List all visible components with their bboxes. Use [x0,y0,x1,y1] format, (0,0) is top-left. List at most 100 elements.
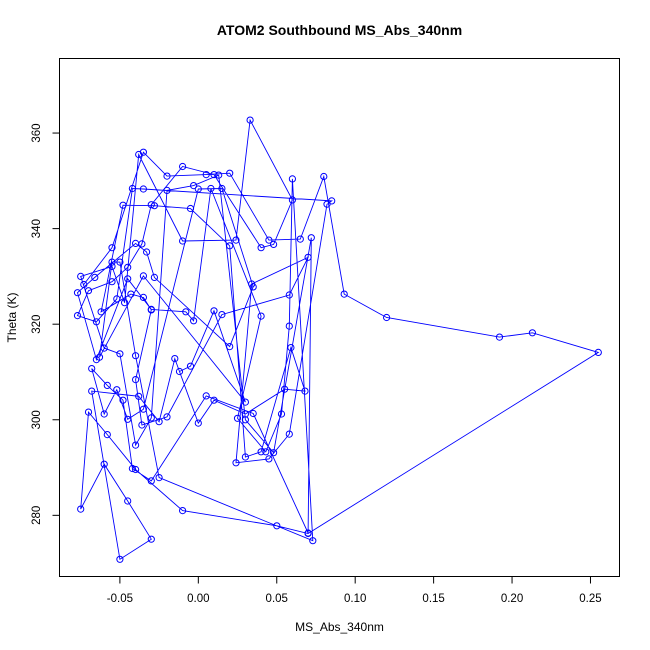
y-tick-label: 300 [31,410,43,429]
data-point [233,414,242,422]
data-point [108,278,116,286]
data-point [383,313,391,322]
data-point [179,507,187,515]
data-point [277,410,286,418]
y-tick-label: 340 [31,219,43,238]
data-point [307,234,315,242]
chart-title: ATOM2 Southbound MS_Abs_340nm [217,22,462,38]
data-point [175,367,184,376]
data-point [226,343,234,351]
data-point [155,418,163,426]
data-point [285,291,293,299]
data-point [77,272,85,280]
data-point [257,448,265,456]
data-point [179,162,187,171]
data-point [273,522,281,530]
data-point [132,376,140,384]
data-point [288,196,296,204]
data-point [210,171,218,179]
data-point [103,381,111,389]
data-point [163,186,171,194]
y-axis-label: Theta (K) [5,292,19,342]
data-point [77,505,85,513]
data-point [150,202,158,210]
data-point [265,236,273,244]
data-point [84,408,93,416]
data-point [323,200,331,208]
data-point [249,409,257,418]
data-point [80,280,88,289]
x-tick-label: 0.20 [501,593,523,605]
y-tick-label: 360 [31,123,43,142]
data-point [155,474,163,482]
data-point [124,263,132,271]
data-point [128,464,136,473]
data-point [139,272,147,280]
data-point [171,355,179,363]
data-point [121,299,129,307]
data-point [270,240,278,248]
data-point [207,184,215,193]
series-layer [73,116,602,563]
data-point [210,307,218,315]
data-point [84,287,93,295]
data-point [186,362,195,370]
data-point [135,392,143,400]
data-point [143,248,151,256]
data-point [179,237,187,245]
data-point [163,413,171,421]
data-point [232,236,240,244]
data-point [285,322,293,330]
data-point [218,311,226,319]
data-point [73,289,82,297]
data-point [150,273,158,281]
data-point [124,415,132,423]
data-point [495,333,504,341]
data-point [139,405,147,413]
data-point [97,308,105,316]
x-tick-label: 0.10 [344,593,366,605]
data-point [147,305,155,313]
data-point [163,172,171,180]
data-point [124,497,132,505]
data-point [285,430,293,438]
data-point [100,460,108,468]
data-point [304,529,312,537]
data-point [194,419,202,427]
y-tick-label: 320 [31,315,43,334]
data-point [119,396,127,404]
data-point [215,171,223,179]
x-tick-label: 0.00 [187,593,209,605]
data-point [270,449,278,457]
data-point [202,171,210,179]
data-point [88,365,96,373]
data-point [108,262,116,270]
data-point [281,385,289,393]
data-point [287,344,295,352]
data-point [132,441,140,449]
data-point [241,416,249,424]
data-point [91,273,99,281]
data-point [124,275,132,283]
data-point [147,535,155,543]
data-point [249,283,257,291]
data-point [138,421,146,429]
data-point [210,396,218,404]
data-point [226,169,234,177]
x-tick-label: -0.05 [107,593,133,605]
data-point [190,182,198,190]
data-point [340,290,348,298]
data-point [127,290,135,298]
data-point [257,244,265,252]
plot-frame [59,58,620,577]
data-point [328,197,336,205]
data-point [73,312,82,320]
x-axis-label: MS_Abs_340nm [295,620,384,634]
y-tick-label: 280 [31,506,43,525]
data-point [139,293,147,301]
data-point [147,201,155,209]
data-point [135,150,143,159]
data-point [232,459,240,467]
